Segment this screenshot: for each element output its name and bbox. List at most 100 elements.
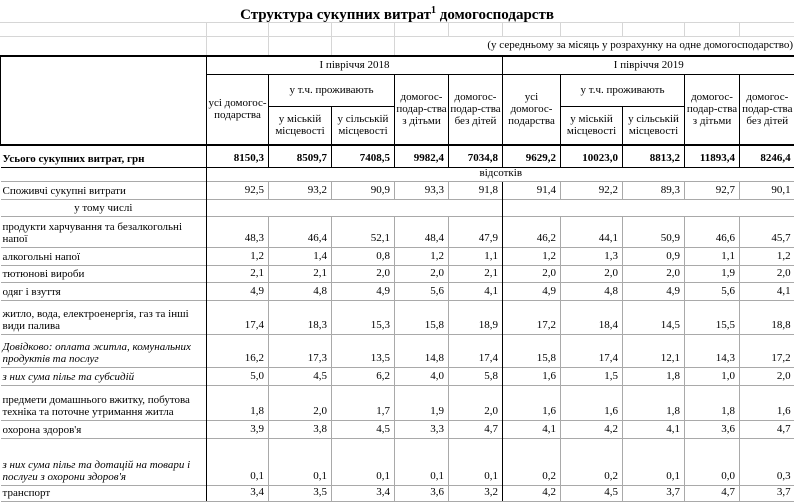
value-cell: 8813,2 (622, 144, 685, 167)
table-row: відсотків (0, 166, 794, 181)
value-cell: 15,8 (502, 333, 561, 367)
value-cell: 4,5 (268, 366, 332, 385)
table-row: з них сума пільг та дотацій на товари і … (0, 437, 794, 485)
value-cell: 2,1 (206, 264, 269, 282)
table-row: продукти харчування та безалкогольні нап… (0, 215, 794, 247)
gridline-spacer-row (0, 22, 794, 37)
value-cell: 0,2 (502, 437, 561, 485)
col-including-living-2018: у т.ч. проживають (268, 73, 395, 106)
page-title: Структура сукупних витрат1 домогосподарс… (0, 0, 794, 23)
value-cell: 3,5 (268, 484, 332, 502)
gridline-cell (206, 37, 268, 55)
value-cell: 0,1 (447, 437, 503, 485)
period-2019-header: І півріччя 2019 (502, 55, 794, 74)
table-row: Усього сукупних витрат, грн 8150,3 8509,7 7… (0, 144, 794, 167)
row-label-cell: Довідково: оплата житла, комунальних про… (0, 333, 207, 367)
value-cell: 18,3 (268, 299, 332, 334)
col-with-children-2019: домогос-подар-ства з дітьми (684, 73, 740, 145)
value-cell: 1,2 (502, 246, 561, 265)
value-cell: 17,2 (739, 333, 794, 367)
col-with-children-2018: домогос-подар-ства з дітьми (394, 73, 449, 145)
value-cell: 15,3 (331, 299, 395, 334)
value-cell: 0,3 (739, 437, 794, 485)
value-cell: 17,4 (206, 299, 269, 334)
gridline-cell (622, 23, 684, 36)
gridline-cell (394, 23, 448, 36)
table-row: Довідково: оплата житла, комунальних про… (0, 333, 794, 367)
value-cell: 5,6 (684, 281, 740, 300)
value-cell: 89,3 (622, 180, 685, 199)
value-cell: 2,0 (268, 384, 332, 420)
value-cell: 3,6 (394, 484, 449, 502)
value-cell: 3,4 (331, 484, 395, 502)
value-cell: 46,4 (268, 215, 332, 247)
value-cell: 14,5 (622, 299, 685, 334)
row-label-cell: у тому числі (0, 198, 207, 216)
expenses-table: І півріччя 2018 І півріччя 2019 усі домо… (0, 55, 794, 502)
value-cell: 45,7 (739, 215, 794, 247)
value-cell: 14,3 (684, 333, 740, 367)
value-cell: 14,8 (394, 333, 449, 367)
value-cell: 50,9 (622, 215, 685, 247)
value-cell: 0,1 (268, 437, 332, 485)
value-cell: 91,4 (502, 180, 561, 199)
table-subtitle: (у середньому за місяць у розрахунку на … (487, 39, 793, 51)
value-cell: 1,1 (684, 246, 740, 265)
col-rural-2018: у сільській місцевості (331, 105, 395, 145)
table-row: транспорт 3,4 3,5 3,4 3,6 3,2 4,2 4,5 3,7 4,7 3,7 (0, 484, 794, 502)
row-label-cell: тютюнові вироби (0, 264, 207, 282)
label-column-header (0, 55, 207, 145)
value-cell: 2,0 (331, 264, 395, 282)
col-all-households-2018: усі домогос-подарства (206, 73, 269, 145)
value-cell: 8150,3 (206, 144, 269, 167)
row-label-cell: житло, вода, електроенергія, газ та інші… (0, 299, 207, 334)
col-urban-2018: у міській місцевості (268, 105, 332, 145)
value-cell: 13,5 (331, 333, 395, 367)
row-label-cell: охорона здоров'я (0, 419, 207, 438)
value-cell: 3,7 (622, 484, 685, 502)
value-cell: 1,6 (502, 384, 561, 420)
value-cell: 11893,4 (684, 144, 740, 167)
value-cell: 1,1 (447, 246, 503, 265)
gridline-cell (331, 23, 394, 36)
value-cell: 2,0 (739, 366, 794, 385)
col-including-living-2019: у т.ч. проживають (560, 73, 685, 106)
table-row: одяг і взуття 4,9 4,8 4,9 5,6 4,1 4,9 4,8 4,9 5,6… (0, 281, 794, 300)
value-cell: 3,4 (206, 484, 269, 502)
value-cell: 1,8 (622, 384, 685, 420)
value-cell: 90,1 (739, 180, 794, 199)
value-cell: 4,7 (447, 419, 503, 438)
value-cell: 5,6 (394, 281, 449, 300)
gridline-cell (394, 37, 448, 55)
gridline-cell (0, 23, 206, 36)
value-cell: 2,0 (447, 384, 503, 420)
row-label-cell: продукти харчування та безалкогольні нап… (0, 215, 207, 247)
value-cell: 15,8 (394, 299, 449, 334)
table-row: предмети домашнього вжитку, побутова тех… (0, 384, 794, 420)
value-cell: 17,3 (268, 333, 332, 367)
value-cell: 3,8 (268, 419, 332, 438)
value-cell: 0,0 (684, 437, 740, 485)
table-header: І півріччя 2018 І півріччя 2019 усі домо… (0, 55, 794, 145)
expense-table-body: Усього сукупних витрат, грн 8150,3 8509,7 7… (0, 144, 794, 502)
col-urban-2019: у міській місцевості (560, 105, 623, 145)
value-cell: 9982,4 (394, 144, 449, 167)
value-cell: 8246,4 (739, 144, 794, 167)
gridline-cell (560, 23, 622, 36)
value-cell: 0,1 (206, 437, 269, 485)
value-cell: 16,2 (206, 333, 269, 367)
value-cell: 18,8 (739, 299, 794, 334)
gridline-cell (739, 23, 794, 36)
value-cell: 4,1 (447, 281, 503, 300)
value-cell: 46,6 (684, 215, 740, 247)
row-label-cell (0, 166, 207, 181)
value-cell: 92,2 (560, 180, 623, 199)
value-cell: 1,4 (268, 246, 332, 265)
value-cell: 7034,8 (447, 144, 503, 167)
value-cell: 17,2 (502, 299, 561, 334)
value-cell: 1,7 (331, 384, 395, 420)
row-label-cell: предмети домашнього вжитку, побутова тех… (0, 384, 207, 420)
row-label-cell: з них сума пільг та дотацій на товари і … (0, 437, 207, 485)
title-text: Структура сукупних витрат (240, 7, 431, 23)
value-cell: 1,6 (739, 384, 794, 420)
